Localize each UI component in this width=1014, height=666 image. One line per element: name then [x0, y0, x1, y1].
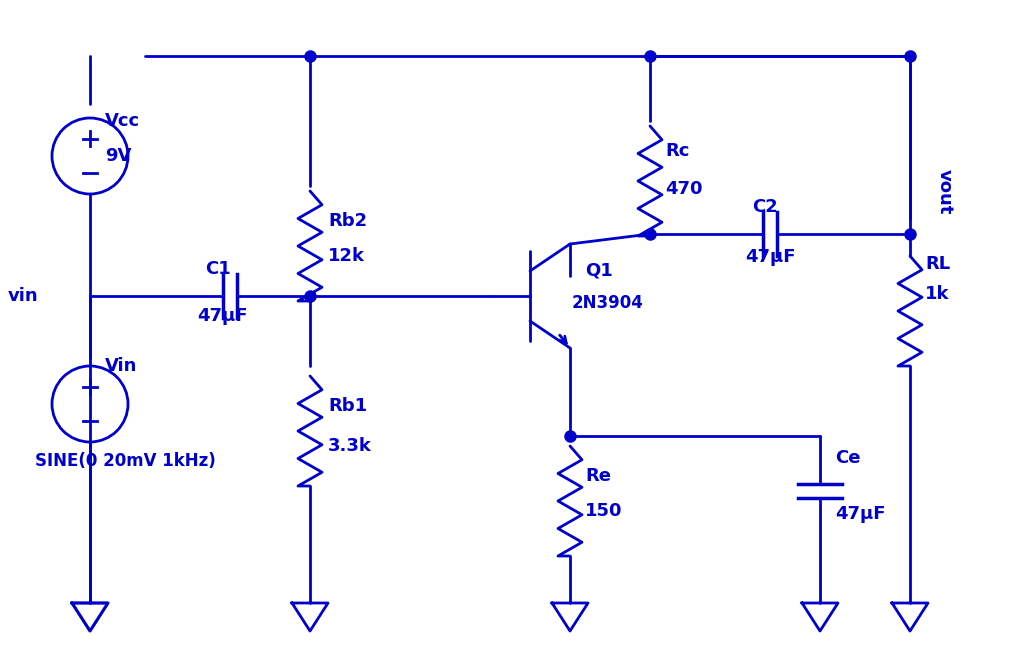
Text: C2: C2 — [752, 198, 778, 216]
Text: 2N3904: 2N3904 — [572, 294, 644, 312]
Text: 1k: 1k — [925, 285, 949, 303]
Text: Re: Re — [585, 467, 611, 485]
Text: SINE(0 20mV 1kHz): SINE(0 20mV 1kHz) — [35, 452, 216, 470]
Text: Vcc: Vcc — [105, 112, 140, 130]
Text: C1: C1 — [205, 260, 231, 278]
Text: Q1: Q1 — [585, 262, 612, 280]
Text: 470: 470 — [665, 180, 703, 198]
Text: vout: vout — [936, 168, 954, 214]
Text: 150: 150 — [585, 502, 623, 520]
Text: Rb1: Rb1 — [328, 397, 367, 415]
Text: 47μF: 47μF — [197, 307, 247, 325]
Text: Vin: Vin — [105, 357, 137, 375]
Text: 9V: 9V — [105, 147, 132, 165]
Text: RL: RL — [925, 255, 950, 273]
Text: Rc: Rc — [665, 142, 690, 160]
Text: 47μF: 47μF — [835, 505, 885, 523]
Text: 47μF: 47μF — [744, 248, 795, 266]
Text: vin: vin — [8, 287, 39, 305]
Text: Ce: Ce — [835, 449, 861, 467]
Text: 12k: 12k — [328, 247, 365, 265]
Text: 3.3k: 3.3k — [328, 437, 372, 455]
Text: Rb2: Rb2 — [328, 212, 367, 230]
